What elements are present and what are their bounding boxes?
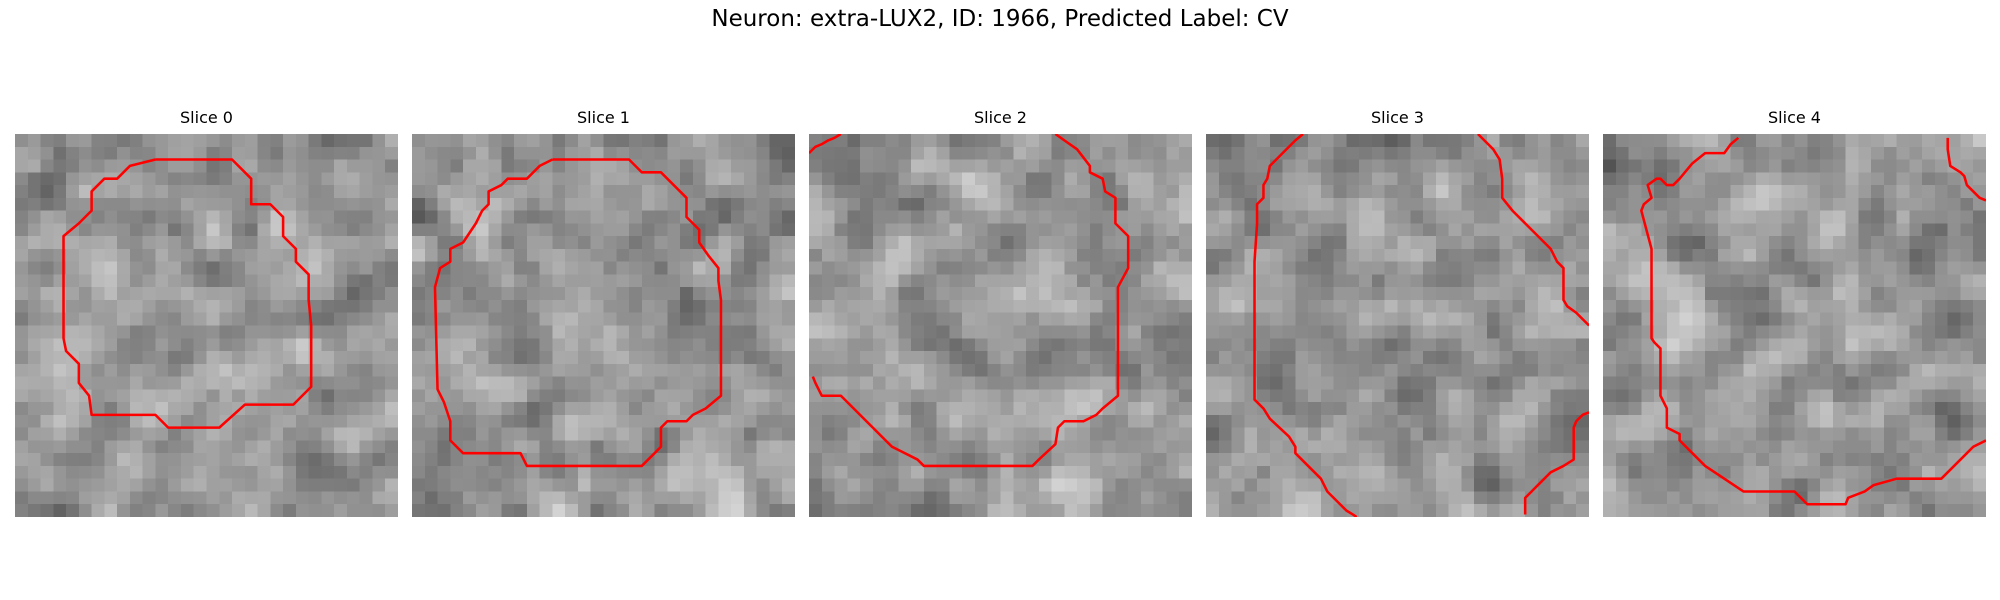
pixel-grid: [809, 134, 1192, 517]
slice-panel-1: Slice 1: [412, 108, 795, 517]
pixel-grid: [412, 134, 795, 517]
pixel-grid: [1603, 134, 1986, 517]
slice-image-4: [1603, 134, 1986, 517]
contour-line: [1640, 136, 1986, 506]
slice-panel-0: Slice 0: [15, 108, 398, 517]
slice-panel-2: Slice 2: [809, 108, 1192, 517]
slice-title-0: Slice 0: [180, 108, 233, 127]
contour-line: [1523, 411, 1589, 515]
contour-line: [811, 134, 1130, 468]
contour-line: [809, 134, 842, 155]
contour-line: [62, 158, 313, 429]
figure-title: Neuron: extra-LUX2, ID: 1966, Predicted …: [711, 6, 1289, 32]
slice-title-4: Slice 4: [1768, 108, 1821, 127]
slice-panel-3: Slice 3: [1206, 108, 1589, 517]
pixel-grid: [15, 134, 398, 517]
slice-panel-4: Slice 4: [1603, 108, 1986, 517]
contour-line: [1477, 134, 1589, 327]
slice-image-1: [412, 134, 795, 517]
slice-image-3: [1206, 134, 1589, 517]
slice-title-3: Slice 3: [1371, 108, 1424, 127]
slice-image-0: [15, 134, 398, 517]
contour-line: [433, 158, 723, 468]
contour-line: [1946, 137, 1986, 202]
slice-title-2: Slice 2: [974, 108, 1027, 127]
slice-image-2: [809, 134, 1192, 517]
pixel-grid: [1206, 134, 1589, 517]
contour-line: [1253, 134, 1358, 517]
slice-title-1: Slice 1: [577, 108, 630, 127]
